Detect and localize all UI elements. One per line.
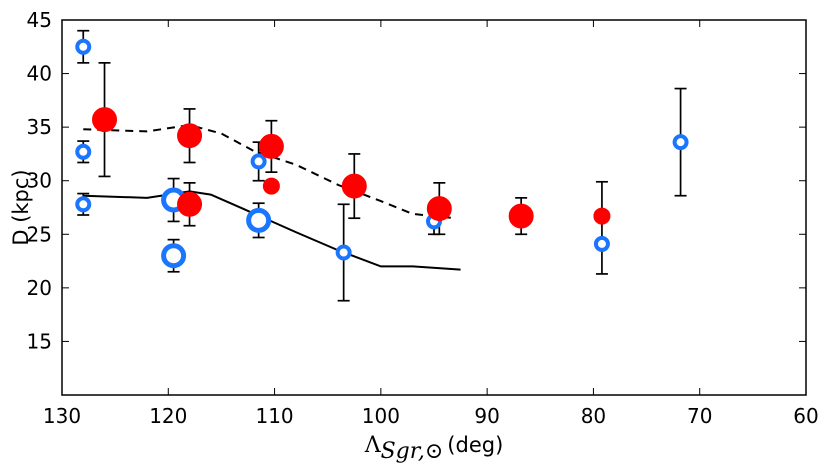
x-axis-label-subscript: Sgr,⊙ <box>381 439 444 464</box>
blue-small-open-point <box>593 235 610 252</box>
red-small-filled-point <box>262 177 280 195</box>
y-tick-label: 30 <box>27 169 52 193</box>
x-axis-label-unit: (deg) <box>447 433 503 457</box>
x-tick-label: 130 <box>43 404 81 428</box>
x-tick-label: 70 <box>687 404 712 428</box>
red-large-filled-point <box>508 203 534 229</box>
x-tick-label: 90 <box>474 404 499 428</box>
x-axis-label: ΛSgr,⊙ (deg) <box>364 433 504 464</box>
x-tick-label: 60 <box>793 404 818 428</box>
blue-small-open-point <box>335 244 352 261</box>
y-tick-label: 20 <box>27 276 52 300</box>
x-axis-label-symbol: Λ <box>364 433 382 458</box>
plot-frame <box>61 19 807 396</box>
x-tick-label: 100 <box>362 404 400 428</box>
y-tick-label: 40 <box>27 62 52 86</box>
blue-small-open-point <box>75 38 92 55</box>
red-small-filled-point <box>593 207 611 225</box>
y-axis-label: D (kpc) <box>9 169 33 245</box>
x-tick-label: 110 <box>255 404 293 428</box>
blue-large-open-point <box>161 243 187 269</box>
red-large-filled-point <box>177 191 203 217</box>
y-tick-label: 25 <box>27 222 52 246</box>
x-tick-label: 120 <box>149 404 187 428</box>
blue-small-open-point <box>672 134 689 151</box>
plot-layer <box>75 29 689 302</box>
tick-layer: 130 120 110 100 90 80 70 60 15 20 25 30 35 40 45 <box>27 8 819 428</box>
y-tick-label: 35 <box>27 115 52 139</box>
y-tick-label: 15 <box>27 329 52 353</box>
blue-small-open-point <box>250 153 267 170</box>
x-tick-label: 80 <box>581 404 606 428</box>
red-large-filled-point <box>177 123 203 149</box>
red-large-filled-point <box>92 107 118 133</box>
red-large-filled-point <box>426 196 452 222</box>
blue-large-open-point <box>246 207 272 233</box>
red-large-filled-point <box>258 133 284 159</box>
blue-small-open-point <box>75 196 92 213</box>
blue-small-open-point <box>75 143 92 160</box>
y-tick-label: 45 <box>27 8 52 32</box>
red-large-filled-point <box>341 173 367 199</box>
